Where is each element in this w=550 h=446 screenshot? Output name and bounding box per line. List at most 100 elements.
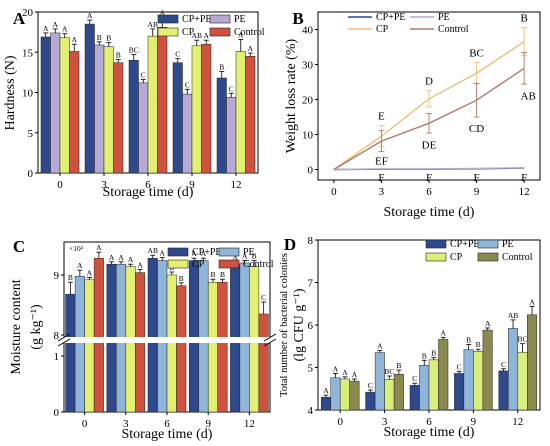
panel-c-xtick-label: 0 (82, 418, 88, 430)
panel-d-bar-letter: C (501, 360, 506, 369)
panel-d-bar (527, 314, 538, 411)
panel-a-bar-letter: A (72, 35, 78, 44)
panel-a-xtick-label: 6 (145, 179, 151, 191)
panel-a-legend-label-2: CP (182, 27, 195, 38)
panel-a-bar (50, 32, 61, 174)
panel-c-legend-label-3: Control (243, 259, 274, 270)
panel-d-bar-letter: C (412, 374, 417, 383)
panel-a-ytick-label: 15 (22, 47, 34, 59)
panel-a-bar-letter: B (106, 34, 111, 43)
panel-b-ytick-label: 20 (302, 95, 314, 107)
panel-c-bar-upper (135, 272, 146, 339)
panel-c-legend-label-0: CP+PE (192, 247, 222, 258)
panel-a-bar-letter: A (87, 11, 93, 20)
panel-d-bar (508, 328, 519, 411)
panel-d-bar-letter: B (466, 336, 471, 345)
panel-c-bar-letter: C (261, 293, 266, 302)
panel-d-bar (482, 329, 493, 411)
panel-d-ylabel: Total number of bacterial colonies (279, 253, 290, 397)
panel-a-bar-letter: A (53, 20, 59, 29)
panel-d-bar (419, 365, 430, 411)
panel-d-letter: D (284, 235, 296, 254)
panel-d-bar (438, 339, 449, 411)
panel-a-bar (59, 37, 70, 174)
panel-c-bar-lower (239, 341, 250, 413)
panel-c-bar-letter: A (118, 253, 124, 262)
panel-c-bar-letter: AB (148, 246, 158, 255)
panel-d-bar-letter: A (323, 386, 329, 395)
panel-d-bar (349, 380, 360, 411)
panel-d-bar-letter: AB (508, 311, 518, 320)
panel-c-bar-upper (176, 285, 187, 339)
panel-c-xtick-label: 9 (205, 418, 211, 430)
panel-d-bar (454, 373, 465, 411)
panel-d-bar-letter: B (476, 340, 481, 349)
panel-c-bar-lower (249, 341, 260, 413)
panel-a-legend-label-3: Control (234, 27, 265, 38)
panel-d-xtick-label: 0 (337, 416, 343, 428)
panel-d-xtick-label: 3 (382, 416, 388, 428)
panel-c-bar-letter: B (252, 252, 257, 261)
panel-c-legend-label-2: CP (192, 259, 205, 270)
panel-c-bar-upper (116, 263, 127, 339)
panel-c-legend-swatch-3 (218, 259, 240, 269)
panel-a-bar (216, 77, 227, 174)
panel-b-point-letter: AB (521, 90, 536, 102)
panel-c-bar-lower (188, 341, 199, 413)
panel-d-legend-label-0: CP+PE (450, 239, 480, 250)
panel-c-bar-letter: A (201, 249, 207, 258)
panel-d-bar (365, 391, 376, 411)
panel-c-bar-upper (84, 279, 95, 339)
panel-a-bar (103, 46, 114, 174)
panel-d-bar-letter: A (441, 328, 447, 337)
panel-c-bar-upper (157, 260, 168, 339)
panel-b-point-letter: F (378, 172, 384, 184)
panel-a-bar-letter: C (175, 50, 180, 59)
panel-a-legend-swatch-0 (157, 14, 179, 24)
panel-b-point-letter: BC (469, 47, 484, 59)
panel-a-xtick-label: 12 (231, 179, 242, 191)
panel-a-bar (172, 62, 183, 174)
panel-c-bar-letter: B (179, 274, 184, 283)
panel-c-bar-lower (106, 341, 117, 413)
panel-b-point-letter: CD (469, 123, 484, 135)
panel-d-bar (498, 370, 509, 411)
panel-a-xlabel: Storage time (d) (103, 185, 194, 200)
panel-b-point-letter: F (426, 172, 432, 184)
panel-a-bar-letter: AB (192, 31, 202, 40)
panel-d-bar (330, 377, 341, 411)
panel-d-xlabel: Storage time (d) (384, 425, 475, 440)
panel-c-multiplier: ×10² (69, 244, 84, 253)
panel-c-ytick-label: 0 (54, 407, 60, 419)
panel-a-bar (147, 35, 158, 174)
panel-d-bar (428, 359, 439, 411)
panel-a-bar (138, 82, 149, 174)
panel-d-bar-letter: BC (384, 367, 394, 376)
panel-c-bar-upper (239, 262, 250, 339)
panel-a-letter: A (13, 9, 26, 28)
panel-c-bar-lower (217, 341, 228, 413)
panel-c-bar-lower (166, 341, 177, 413)
panel-d-bar (409, 385, 420, 411)
panel-a-ylabel: Hardness (N) (3, 55, 18, 130)
panel-c-bar-lower (198, 341, 209, 413)
panel-b-series-line (333, 167, 525, 171)
panel-b-xlabel: Storage time (d) (384, 205, 475, 220)
panel-b-xtick-label: 3 (379, 186, 385, 198)
panel-a-bar (201, 43, 212, 174)
panel-a-ytick-label: 10 (22, 88, 34, 100)
panel-c-bar-letter: A (160, 249, 166, 258)
panel-c-bar-upper (249, 266, 260, 339)
panel-d-ylabel-units: (lg CFU g⁻¹) (292, 288, 307, 361)
panel-c-axis-break-mark (263, 333, 277, 342)
panel-b-xtick-label: 9 (474, 186, 480, 198)
panel-d-bar-letter: A (529, 297, 535, 306)
panel-c-bar-lower (84, 341, 95, 413)
panel-d-legend-label-3: Control (502, 252, 533, 263)
panel-c-xlabel: Storage time (d) (122, 427, 213, 442)
panel-d-bar-letter: B (422, 351, 427, 360)
panel-a-bar-letter: BC (129, 46, 139, 55)
panel-c-bar-upper (207, 281, 218, 339)
panel-c-bar-letter: B (68, 273, 73, 282)
panel-c-bar-letter: A (87, 268, 93, 277)
